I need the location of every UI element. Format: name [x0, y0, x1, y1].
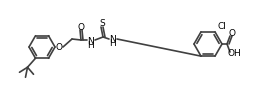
Text: N: N	[110, 36, 116, 44]
Text: S: S	[99, 19, 105, 28]
Text: O: O	[56, 42, 62, 51]
Text: H: H	[88, 40, 94, 49]
Text: Cl: Cl	[218, 22, 227, 31]
Text: N: N	[88, 36, 94, 46]
Text: OH: OH	[227, 49, 241, 59]
Text: H: H	[110, 40, 116, 49]
Text: O: O	[228, 28, 235, 38]
Text: O: O	[78, 23, 85, 32]
